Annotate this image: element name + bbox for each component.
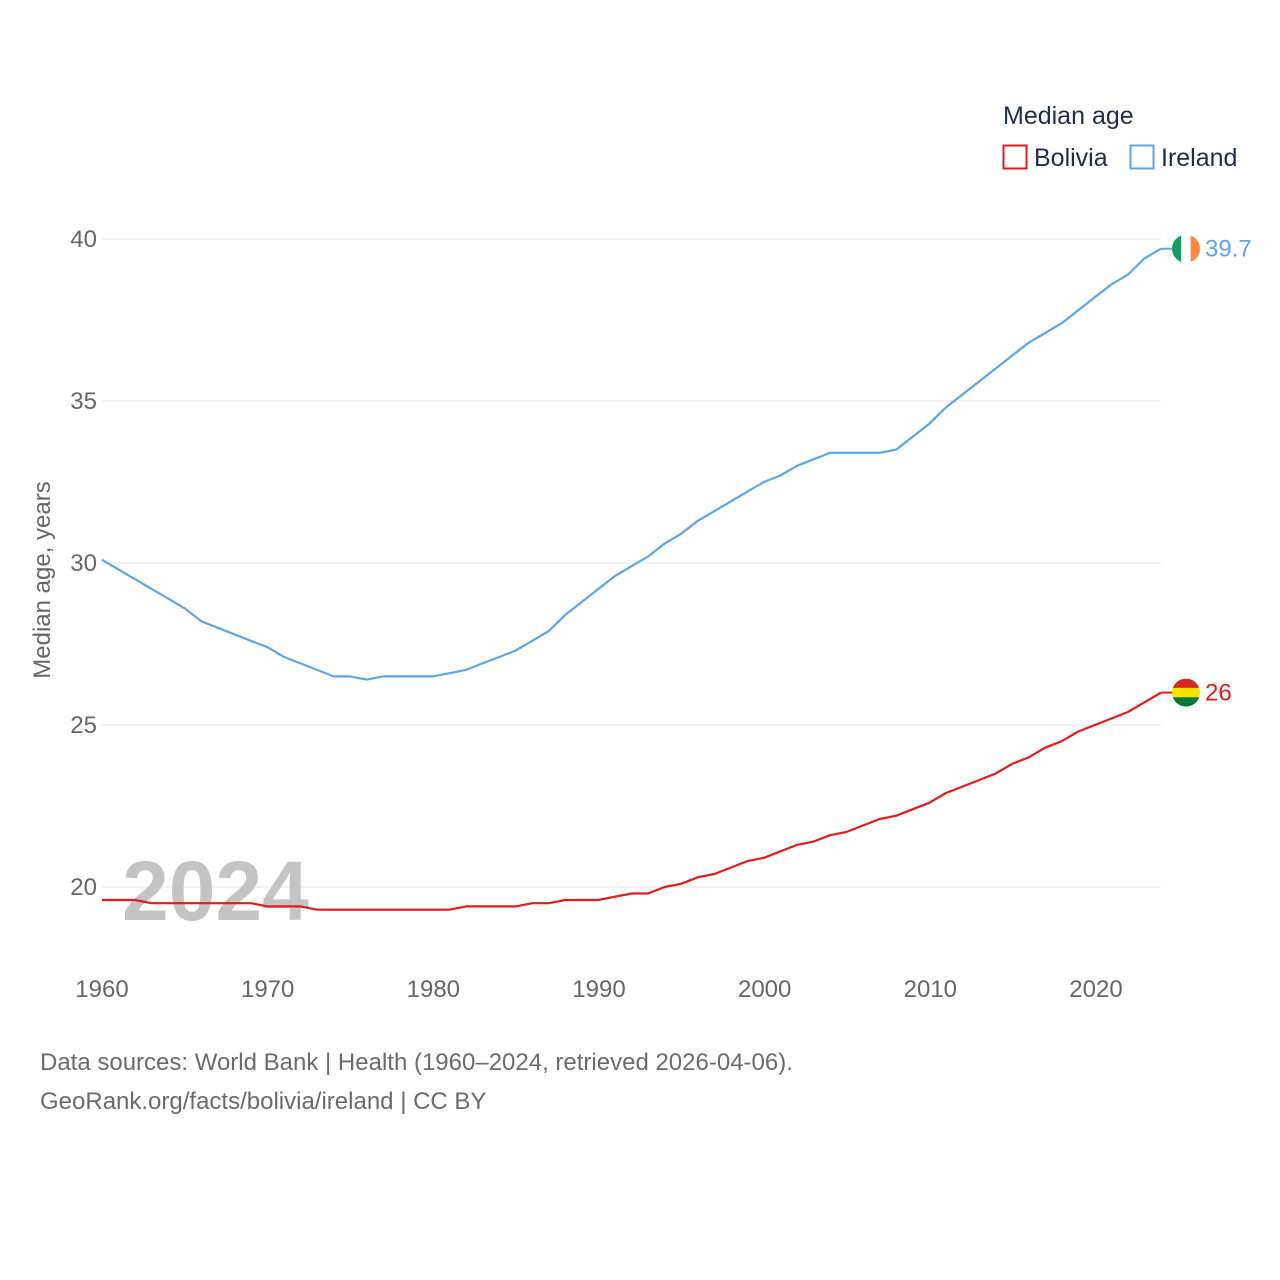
data-source-note: Data sources: World Bank | Health (1960–…	[40, 1043, 793, 1121]
year-watermark: 2024	[122, 844, 309, 938]
flag-bolivia-icon	[1172, 678, 1200, 707]
y-tick-label-35: 35	[70, 388, 97, 415]
y-tick-label-40: 40	[70, 226, 97, 253]
series-line-bolivia	[102, 691, 1162, 911]
series-lines	[101, 247, 1162, 911]
legend-item-ireland[interactable]: Ireland	[1129, 144, 1238, 172]
y-axis-ticks: 20 25 30 35 40	[70, 226, 97, 901]
legend-label-bolivia: Bolivia	[1034, 144, 1108, 172]
x-axis-ticks: 1960 1970 1980 1990 2000 2010 2020	[75, 976, 1122, 1003]
legend-label-ireland: Ireland	[1161, 144, 1237, 172]
x-tick-label-1960: 1960	[75, 976, 128, 1003]
legend-swatch-bolivia	[1002, 144, 1028, 170]
legend-item-bolivia[interactable]: Bolivia	[1002, 144, 1108, 172]
end-value-label-bolivia: 26	[1205, 680, 1232, 707]
end-markers: 26 39.7	[1161, 234, 1252, 707]
source-line-1: Data sources: World Bank | Health (1960–…	[40, 1049, 793, 1076]
x-tick-label-2010: 2010	[904, 976, 957, 1003]
series-line-ireland	[101, 247, 1162, 681]
x-tick-label-2020: 2020	[1069, 976, 1122, 1003]
source-line-2[interactable]: GeoRank.org/facts/bolivia/ireland | CC B…	[40, 1088, 487, 1115]
x-tick-label-1970: 1970	[241, 976, 294, 1003]
y-tick-label-30: 30	[70, 550, 97, 577]
legend[interactable]: Median age Bolivia Ireland	[1002, 102, 1238, 172]
end-value-label-ireland: 39.7	[1205, 236, 1252, 263]
flag-ireland-icon	[1172, 234, 1200, 263]
legend-title: Median age	[1003, 102, 1134, 130]
legend-swatch-ireland	[1129, 144, 1155, 170]
x-tick-label-1980: 1980	[407, 976, 460, 1003]
y-tick-label-25: 25	[70, 712, 97, 739]
gridlines	[102, 238, 1161, 888]
y-tick-label-20: 20	[70, 874, 97, 901]
y-axis-title: Median age, years	[29, 481, 56, 678]
x-tick-label-2000: 2000	[738, 976, 791, 1003]
x-tick-label-1990: 1990	[572, 976, 625, 1003]
